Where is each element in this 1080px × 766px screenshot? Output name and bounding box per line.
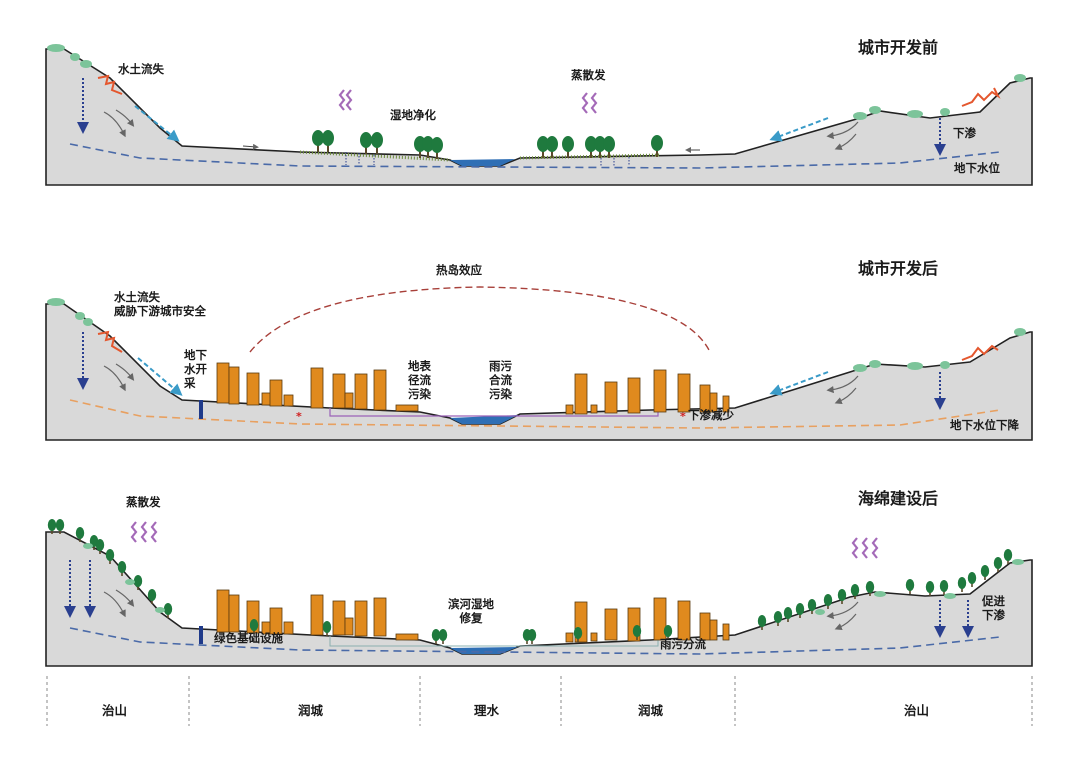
zone-water: 理水 xyxy=(474,703,500,718)
zone-dividers xyxy=(46,676,1033,726)
panel-before-development xyxy=(45,44,1033,186)
label-evaporation: 蒸散发 xyxy=(571,68,606,82)
groundwater-well xyxy=(199,400,203,419)
label-evaporation: 蒸散发 xyxy=(126,495,161,509)
zone-city-left: 润城 xyxy=(298,703,324,718)
label-riparian-restoration: 滨河湿地 修复 xyxy=(448,597,494,625)
terrain xyxy=(45,531,1033,667)
label-infiltration: 下渗 xyxy=(953,126,976,140)
zone-mountain-left: 治山 xyxy=(102,703,128,718)
label-wetland: 湿地净化 xyxy=(390,108,436,122)
zone-mountain-right: 治山 xyxy=(904,703,930,718)
erosion-icon xyxy=(97,74,123,95)
buildings xyxy=(216,362,730,415)
groundwater-line xyxy=(69,627,1001,655)
label-runoff-pollution: 地表 径流 污染 xyxy=(408,359,431,401)
label-heat-island: 热岛效应 xyxy=(436,263,482,277)
buildings xyxy=(216,589,730,643)
label-groundwater-extraction: 地下 水开 采 xyxy=(184,348,207,390)
heat-island-arc xyxy=(249,286,711,353)
label-erosion-threat: 水土流失 威胁下游城市安全 xyxy=(114,290,206,318)
label-groundwater: 地下水位 xyxy=(954,161,1000,175)
panel-after-development: * * xyxy=(45,286,1033,441)
panel-sponge-city xyxy=(45,519,1033,667)
svg-text:*: * xyxy=(680,410,686,423)
panel-title: 城市开发后 xyxy=(858,259,939,278)
groundwater-line-lowered xyxy=(69,399,1001,429)
label-groundwater-drop: 地下水位下降 xyxy=(950,418,1019,432)
label-erosion: 水土流失 xyxy=(118,62,164,76)
erosion-icon xyxy=(961,87,1001,107)
label-promote-infiltration: 促进 下渗 xyxy=(982,594,1005,622)
zone-city-right: 润城 xyxy=(638,703,664,718)
label-rain-sewage-separation: 雨污分流 xyxy=(660,637,706,651)
label-combined-sewer: 雨污 合流 污染 xyxy=(489,359,512,401)
shrubs xyxy=(47,44,1026,120)
terrain xyxy=(45,48,1033,186)
svg-text:*: * xyxy=(296,410,302,423)
groundwater-line xyxy=(69,143,1001,169)
panel-title: 城市开发前 xyxy=(858,38,939,57)
label-green-infrastructure: 绿色基础设施 xyxy=(214,631,283,645)
river xyxy=(450,415,518,424)
panel-title: 海绵建设后 xyxy=(858,489,939,508)
river xyxy=(450,159,515,166)
label-less-infiltration: 下渗减少 xyxy=(688,408,734,422)
